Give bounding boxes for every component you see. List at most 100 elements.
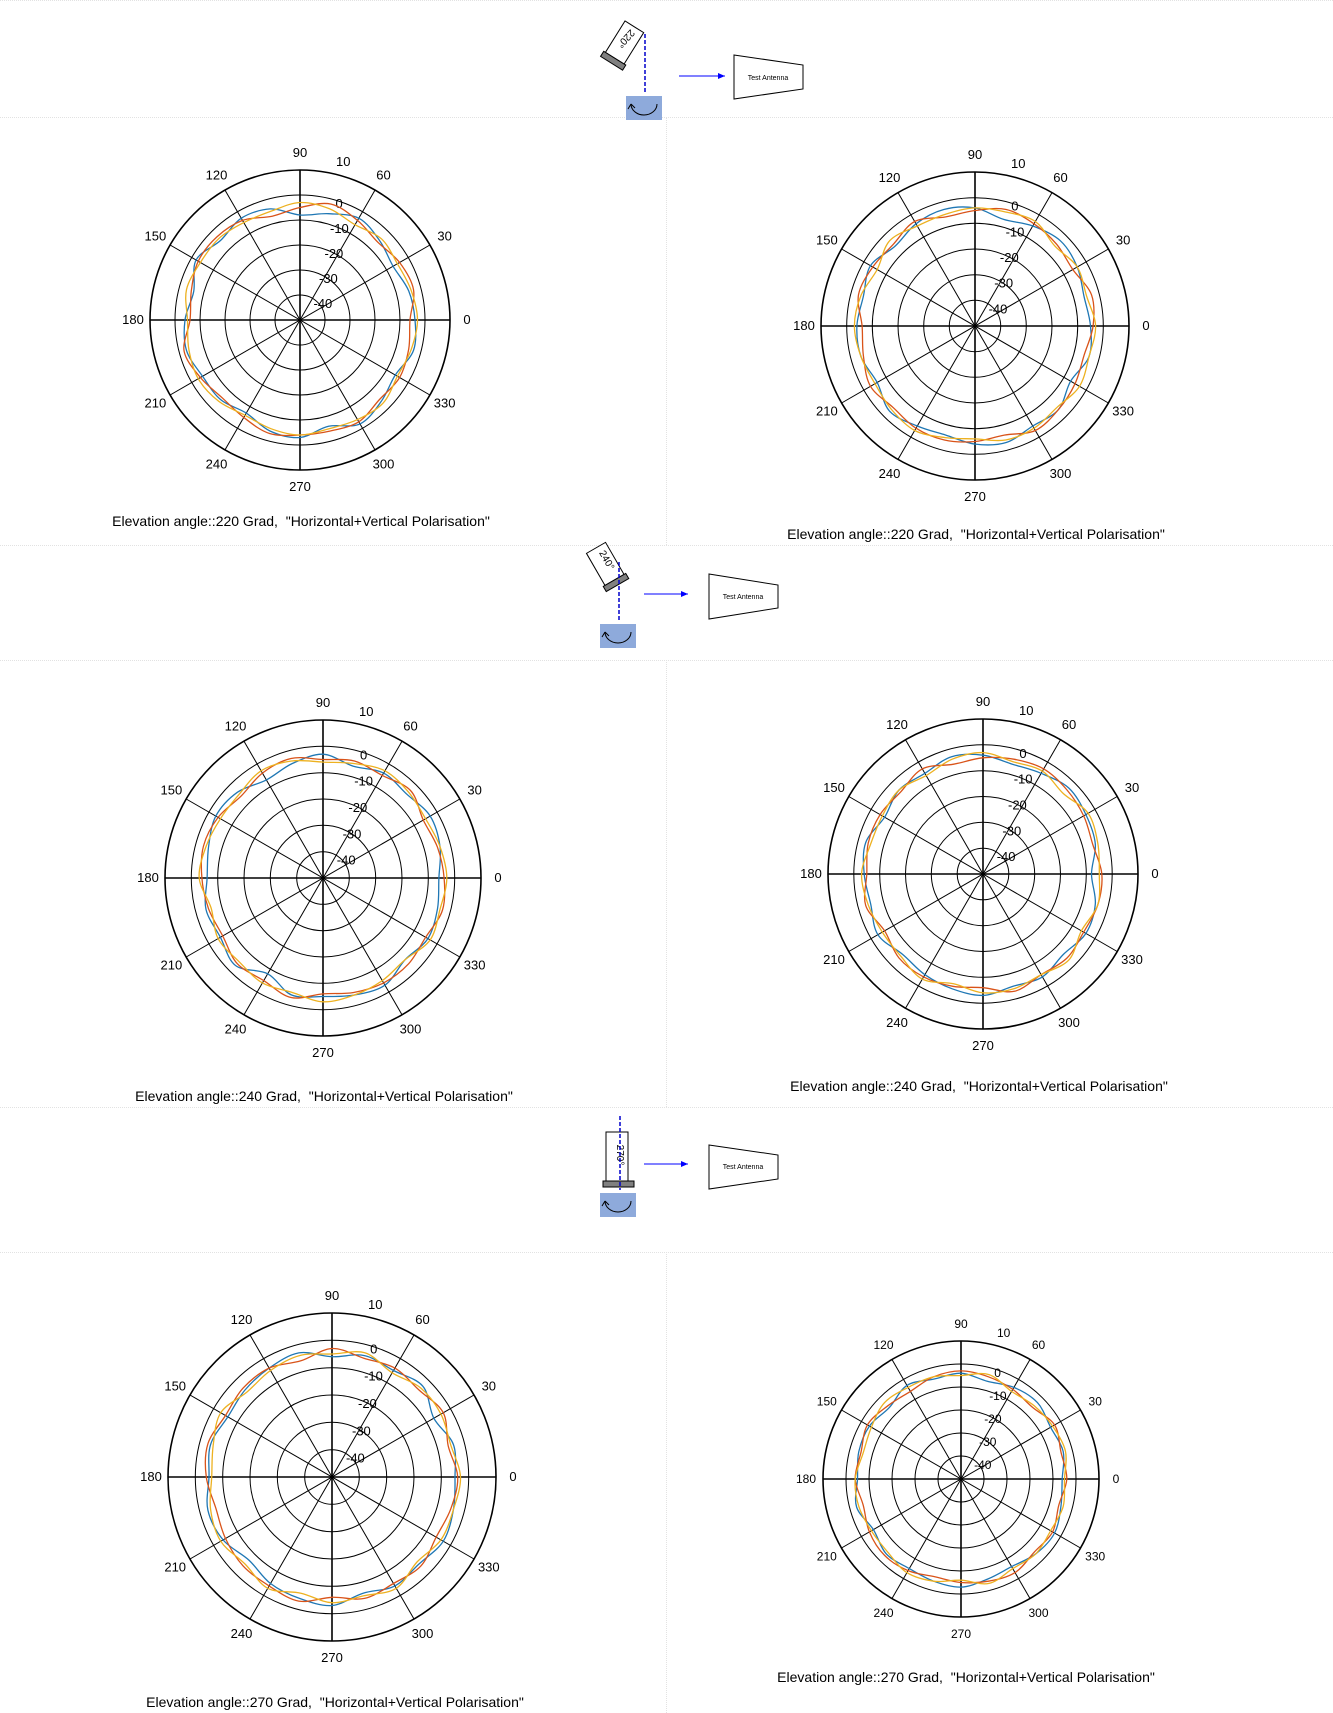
angle-tick-label: 240 xyxy=(225,1022,247,1037)
radial-tick-label: 10 xyxy=(1011,156,1025,171)
setup-diagram: 270° Test Antenna xyxy=(600,1116,779,1217)
test-antenna-horn xyxy=(708,573,779,620)
radial-tick-label: -30 xyxy=(994,276,1013,291)
series-line xyxy=(185,201,419,436)
radial-tick-label: -40 xyxy=(997,849,1016,864)
series-line xyxy=(183,208,417,439)
angle-tick-label: 60 xyxy=(376,167,390,182)
angle-tick-label: 300 xyxy=(1028,1606,1048,1620)
angle-tick-label: 300 xyxy=(412,1626,434,1641)
radial-tick-label: 10 xyxy=(359,704,373,719)
angle-tick-label: 270 xyxy=(972,1038,994,1053)
polar-chart: 0 30 60 90 120 150 180 210 240 270 300 330 10 0 -10 -20… xyxy=(122,145,470,494)
radial-tick-label: -30 xyxy=(1002,823,1021,838)
radial-tick-label: 10 xyxy=(336,154,350,169)
series-line xyxy=(200,756,446,999)
angle-tick-label: 270 xyxy=(289,479,311,494)
spoke-line xyxy=(185,798,461,958)
polar-chart: 0 30 60 90 120 150 180 210 240 270 300 330 10 0 -10 -20… xyxy=(800,694,1158,1053)
radial-tick-label: -40 xyxy=(337,853,356,868)
angle-tick-label: 0 xyxy=(509,1469,516,1484)
radial-tick-label: -10 xyxy=(364,1369,383,1384)
angle-tick-label: 180 xyxy=(800,866,822,881)
spoke-line xyxy=(841,248,1109,404)
polar-chart: 0 30 60 90 120 150 180 210 240 270 300 330 10 0 -10 -20… xyxy=(137,695,501,1060)
angle-tick-label: 270 xyxy=(312,1045,334,1060)
radial-tick-label: -10 xyxy=(1006,224,1025,239)
angle-tick-label: 120 xyxy=(206,167,228,182)
angle-tick-label: 0 xyxy=(1142,318,1149,333)
angle-tick-label: 60 xyxy=(1053,170,1067,185)
series-line xyxy=(854,1372,1065,1588)
radial-tick-label: -10 xyxy=(989,1389,1007,1403)
angle-tick-label: 30 xyxy=(1125,780,1139,795)
angle-tick-label: 90 xyxy=(316,695,330,710)
angle-tick-label: 30 xyxy=(1116,233,1130,248)
test-antenna-horn xyxy=(733,54,804,100)
angle-tick-label: 120 xyxy=(225,718,247,733)
radial-tick-label: -20 xyxy=(984,1412,1002,1426)
dut-base xyxy=(602,1180,635,1188)
series-line xyxy=(856,206,1092,446)
rotation-arrow-icon xyxy=(604,631,632,644)
angle-tick-label: 0 xyxy=(494,870,501,885)
radial-tick-label: -30 xyxy=(343,826,362,841)
angle-tick-label: 120 xyxy=(886,717,908,732)
series-line xyxy=(862,753,1097,997)
angle-tick-label: 300 xyxy=(400,1022,422,1037)
series-line xyxy=(857,207,1095,443)
series-line xyxy=(854,1372,1067,1585)
angle-tick-label: 330 xyxy=(478,1560,500,1575)
radial-tick-label: -30 xyxy=(979,1435,997,1449)
angle-tick-label: 90 xyxy=(293,145,307,160)
angle-tick-label: 30 xyxy=(437,229,451,244)
angle-tick-label: 180 xyxy=(140,1469,162,1484)
radial-tick-label: 0 xyxy=(994,1366,1001,1380)
radial-tick-label: 0 xyxy=(360,747,367,762)
chart-caption: Elevation angle::220 Grad, "Horizontal+V… xyxy=(787,526,1165,542)
angle-tick-label: 60 xyxy=(1032,1338,1046,1352)
chart-caption: Elevation angle::240 Grad, "Horizontal+V… xyxy=(790,1078,1168,1094)
radial-tick-label: 10 xyxy=(997,1326,1011,1340)
series-line xyxy=(204,1347,459,1603)
dut-base xyxy=(599,50,627,71)
angle-tick-label: 150 xyxy=(164,1379,186,1394)
test-antenna-label: Test Antenna xyxy=(723,1164,764,1171)
series-line xyxy=(860,751,1101,994)
radial-tick-label: -40 xyxy=(314,296,333,311)
polar-chart: 0 30 60 90 120 150 180 210 240 270 300 330 10 0 -10 -20… xyxy=(793,147,1149,504)
column-separator xyxy=(666,660,667,1107)
radial-tick-label: -40 xyxy=(974,1458,992,1472)
radial-tick-label: -40 xyxy=(989,301,1008,316)
radial-tick-label: 0 xyxy=(1019,746,1026,761)
angle-tick-label: 60 xyxy=(403,718,417,733)
angle-tick-label: 150 xyxy=(817,1395,837,1409)
column-separator xyxy=(666,117,667,545)
dut-base xyxy=(602,572,630,593)
angle-tick-label: 180 xyxy=(137,870,159,885)
radial-tick-label: -20 xyxy=(1008,798,1027,813)
angle-tick-label: 30 xyxy=(1089,1395,1103,1409)
angle-tick-label: 90 xyxy=(976,694,990,709)
angle-tick-label: 0 xyxy=(1151,866,1158,881)
angle-tick-label: 240 xyxy=(206,457,228,472)
series-line xyxy=(209,1351,462,1604)
angle-tick-label: 120 xyxy=(879,170,901,185)
series-line xyxy=(204,753,442,998)
radial-tick-label: -30 xyxy=(319,271,338,286)
rotation-arrow-icon xyxy=(630,103,658,116)
angle-tick-label: 180 xyxy=(796,1472,816,1486)
series-line xyxy=(198,759,448,1003)
test-antenna-label: Test Antenna xyxy=(723,594,764,601)
radial-tick-label: -20 xyxy=(358,1396,377,1411)
angle-tick-label: 210 xyxy=(161,958,183,973)
chart-caption: Elevation angle::220 Grad, "Horizontal+V… xyxy=(112,513,490,529)
setup-diagram: 240° Test Antenna xyxy=(585,541,779,648)
angle-tick-label: 150 xyxy=(816,233,838,248)
radial-tick-label: -20 xyxy=(325,246,344,261)
angle-tick-label: 60 xyxy=(1062,717,1076,732)
setup-diagram: 220° Test Antenna xyxy=(599,20,804,120)
angle-tick-label: 330 xyxy=(1085,1550,1105,1564)
angle-tick-label: 180 xyxy=(122,312,144,327)
